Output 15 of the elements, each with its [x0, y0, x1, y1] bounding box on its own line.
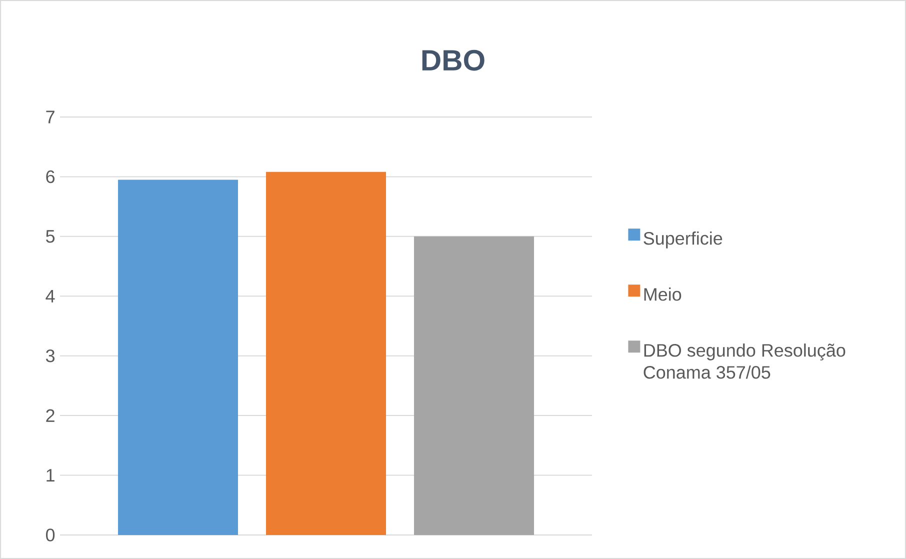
y-tick-label: 5	[46, 230, 55, 243]
y-tick-label: 3	[46, 349, 55, 362]
legend-label: DBO segundo Resolução Conama 357/05	[644, 344, 846, 379]
bar	[414, 236, 534, 535]
y-tick-label: 0	[46, 528, 55, 542]
bar	[118, 180, 238, 535]
y-tick-label: 6	[46, 170, 55, 184]
y-tick-label: 7	[46, 110, 54, 124]
legend-label: Superficie	[644, 232, 722, 248]
chart-title: DBO	[422, 50, 484, 71]
legend-label: Meio	[644, 288, 682, 301]
bar	[266, 172, 386, 535]
y-tick-label: 1	[46, 469, 54, 482]
y-tick-label: 4	[46, 290, 55, 302]
y-tick-label: 2	[46, 409, 54, 422]
